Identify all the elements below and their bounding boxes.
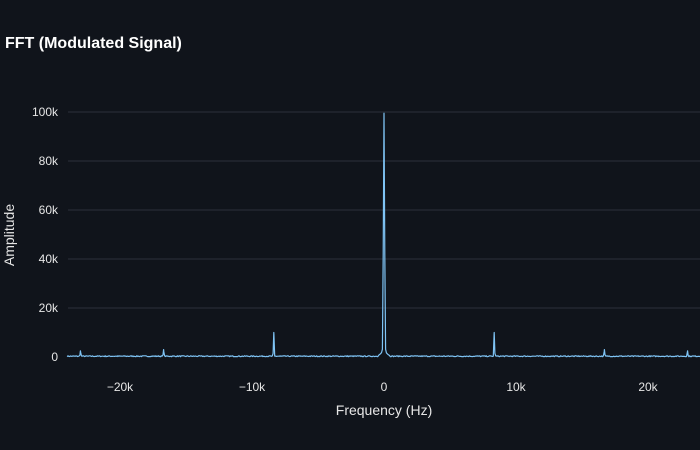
amplitude-series-line [66, 112, 700, 358]
x-axis-label: Frequency (Hz) [336, 402, 432, 418]
x-tick-label: −10k [239, 380, 266, 394]
x-tick-label: 20k [638, 380, 658, 394]
y-tick-label: 40k [39, 252, 59, 266]
y-tick-label: 100k [32, 105, 59, 119]
x-tick-label: 0 [381, 380, 388, 394]
chart-title: FFT (Modulated Signal) [5, 35, 182, 52]
y-tick-label: 60k [39, 203, 59, 217]
x-tick-label: 10k [506, 380, 526, 394]
x-tick-label: −20k [107, 380, 134, 394]
y-axis-label: Amplitude [1, 204, 17, 266]
y-tick-label: 20k [39, 301, 59, 315]
y-tick-label: 0 [51, 350, 58, 364]
x-tick-labels: −20k −10k 0 10k 20k [107, 380, 659, 394]
y-tick-labels: 0 20k 40k 60k 80k 100k [32, 105, 59, 364]
y-tick-label: 80k [39, 154, 59, 168]
